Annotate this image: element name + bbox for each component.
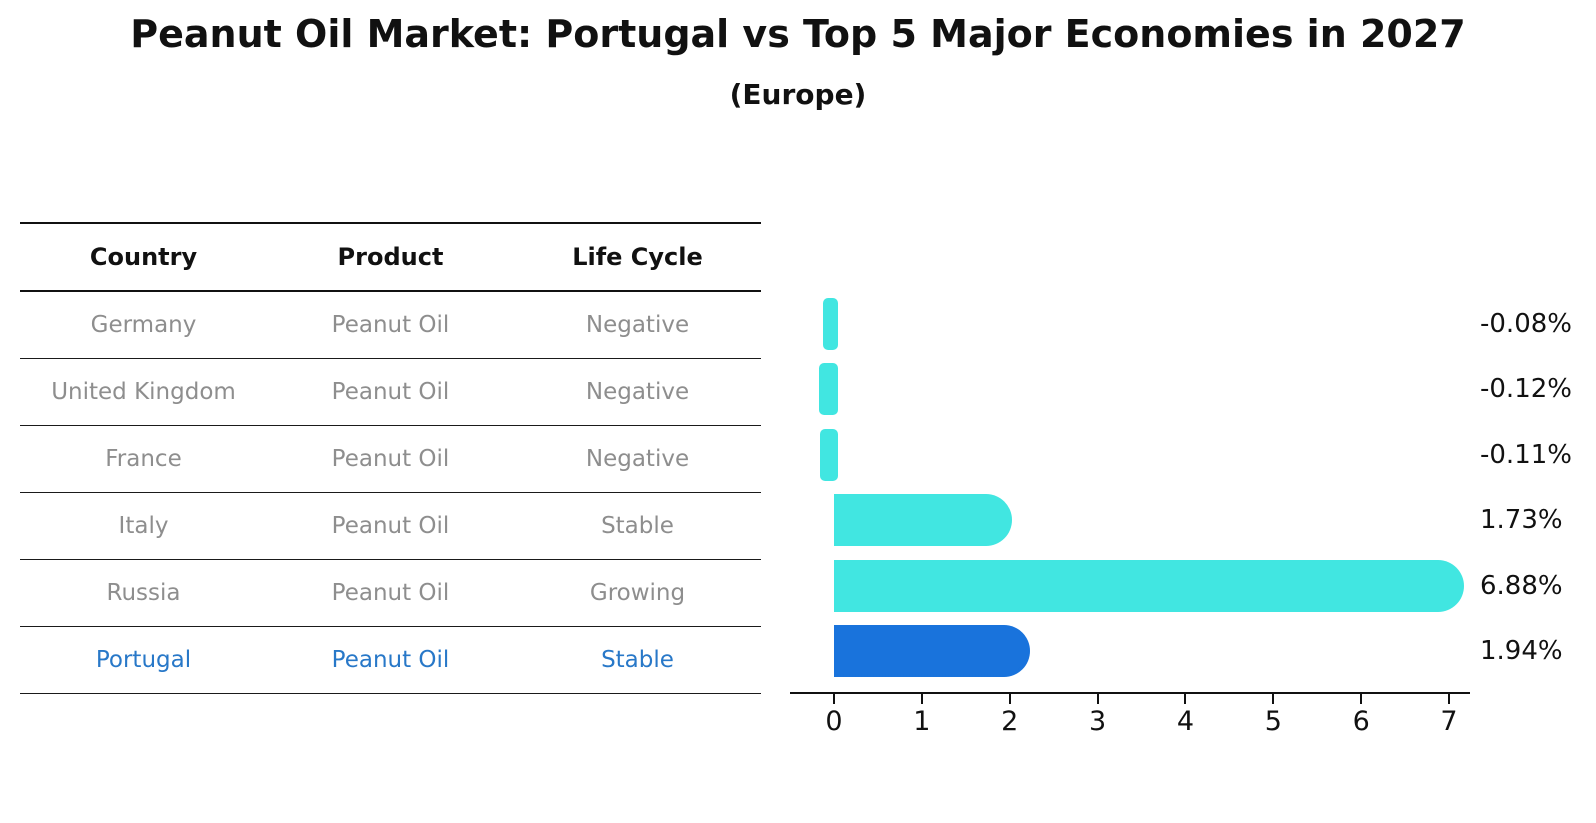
cell-lifecycle: Negative	[585, 312, 690, 338]
cell-lifecycle: Stable	[601, 513, 674, 539]
bar-russia	[834, 559, 1465, 612]
bar-value-label: -0.08%	[1480, 309, 1572, 339]
x-tick	[1096, 694, 1099, 704]
table-row-germany: Germany Peanut Oil Negative	[20, 292, 761, 359]
header-cell-country: Country	[89, 243, 198, 271]
bar-value-label: -0.12%	[1480, 374, 1572, 405]
cell-product: Peanut Oil	[331, 446, 450, 472]
cell-lifecycle: Negative	[585, 446, 690, 472]
bar-value-label: -0.11%	[1480, 439, 1572, 470]
x-tick	[920, 694, 923, 704]
bar-value-label: 6.88%	[1480, 570, 1563, 601]
bar-value-label: 1.73%	[1480, 505, 1563, 536]
header-cell-product: Product	[337, 243, 444, 271]
x-tick	[1184, 694, 1187, 704]
table-row-france: France Peanut Oil Negative	[20, 426, 761, 493]
cell-country: Portugal	[95, 647, 192, 673]
x-tick-label: 1	[913, 706, 931, 737]
x-tick	[833, 694, 835, 704]
cell-country: Russia	[106, 580, 181, 606]
cell-lifecycle: Growing	[589, 580, 686, 606]
x-tick-label: 4	[1176, 706, 1195, 737]
page-title: Peanut Oil Market: Portugal vs Top 5 Maj…	[130, 12, 1466, 56]
table-row-russia: Russia Peanut Oil Growing	[20, 560, 761, 627]
cell-lifecycle: Negative	[585, 379, 690, 405]
x-tick-label: 6	[1352, 706, 1370, 737]
bar-chart: -0.08% -0.12% -0.11% 1.73% 6.88% 1.94% 0…	[790, 0, 1596, 780]
bar-italy	[834, 494, 1012, 547]
bar-france	[820, 428, 838, 481]
cell-country: France	[105, 446, 182, 472]
cell-country: United Kingdom	[51, 379, 236, 405]
cell-lifecycle: Stable	[601, 647, 674, 673]
bar-united-kingdom	[819, 363, 838, 416]
cell-product: Peanut Oil	[331, 312, 450, 338]
x-tick-label: 5	[1264, 706, 1282, 737]
cell-country: Italy	[118, 513, 169, 539]
country-table: Country Product Life Cycle Germany Peanu…	[20, 222, 761, 694]
bar-germany	[822, 298, 838, 350]
x-tick-label: 3	[1088, 706, 1107, 737]
x-tick	[1448, 694, 1451, 704]
cell-product: Peanut Oil	[331, 379, 450, 405]
cell-country: Germany	[90, 312, 197, 338]
x-tick	[1008, 694, 1011, 704]
cell-product: Peanut Oil	[331, 580, 450, 606]
cell-product: Peanut Oil	[331, 647, 450, 673]
table-header-row: Country Product Life Cycle	[20, 224, 761, 292]
x-tick-label: 0	[825, 706, 843, 737]
table-row-italy: Italy Peanut Oil Stable	[20, 493, 761, 560]
table-row-united-kingdom: United Kingdom Peanut Oil Negative	[20, 359, 761, 426]
x-tick-label: 7	[1440, 706, 1458, 737]
table-row-portugal-highlighted: Portugal Peanut Oil Stable	[20, 627, 761, 694]
bar-portugal-highlighted	[834, 625, 1031, 677]
page-subtitle: (Europe)	[729, 78, 867, 111]
header-cell-lifecycle: Life Cycle	[572, 243, 703, 271]
cell-product: Peanut Oil	[331, 513, 450, 539]
bar-value-label: 1.94%	[1480, 636, 1563, 666]
x-tick	[1360, 694, 1363, 704]
x-axis-line	[790, 692, 1470, 694]
x-tick-label: 2	[1001, 706, 1019, 737]
x-tick	[1272, 694, 1275, 704]
